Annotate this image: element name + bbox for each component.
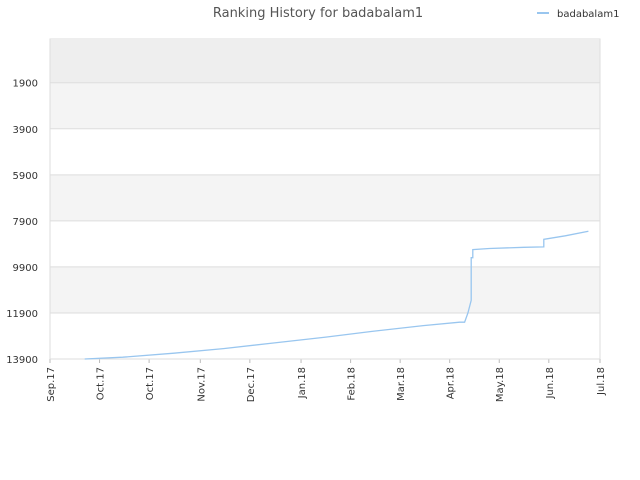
y-tick-label: 1900 (13, 79, 38, 90)
x-tick-label: Oct.17 (96, 367, 107, 400)
x-tick-label: Feb.18 (347, 367, 358, 401)
x-tick-label: Jun.18 (545, 367, 556, 400)
legend-label: badabalam1 (557, 9, 619, 20)
y-tick-label: 9900 (13, 263, 38, 274)
y-tick-label: 13900 (6, 355, 38, 366)
plot-band (50, 128, 600, 175)
plot-band (50, 220, 600, 267)
x-tick-label: Oct.17 (145, 367, 156, 400)
x-tick-label: Jan.18 (297, 367, 308, 399)
x-tick-label: Apr.18 (446, 367, 457, 399)
plot-band (50, 82, 600, 129)
y-axis: 1900 3900 5900 7900 9900 11900 13900 (6, 39, 601, 366)
legend[interactable]: badabalam1 (537, 9, 619, 20)
y-tick-label: 5900 (13, 171, 38, 182)
x-tick-label: May.18 (495, 367, 506, 402)
series-group[interactable] (84, 230, 589, 360)
y-tick-label: 7900 (13, 217, 38, 228)
y-tick-label: 3900 (13, 125, 38, 136)
plot-band (50, 266, 600, 313)
plot-background (49, 38, 601, 360)
plot-band (50, 39, 600, 83)
series-line-badabalam1[interactable] (84, 230, 589, 360)
y-tick-label: 11900 (6, 309, 38, 320)
x-tick-label: Sep.17 (46, 367, 57, 402)
x-tick-label: Dec.17 (246, 367, 257, 402)
x-tick-label: Jul.18 (596, 367, 607, 396)
plot-band (50, 312, 600, 359)
x-tick-label: Nov.17 (196, 367, 207, 402)
x-tick-label: Mar.18 (396, 367, 407, 401)
x-axis: Sep.17 Oct.17 Oct.17 Nov.17 Dec.17 Jan.18 Feb.… (46, 358, 607, 402)
plot-band (50, 174, 600, 221)
chart-title: Ranking History for badabalam1 (213, 6, 423, 21)
